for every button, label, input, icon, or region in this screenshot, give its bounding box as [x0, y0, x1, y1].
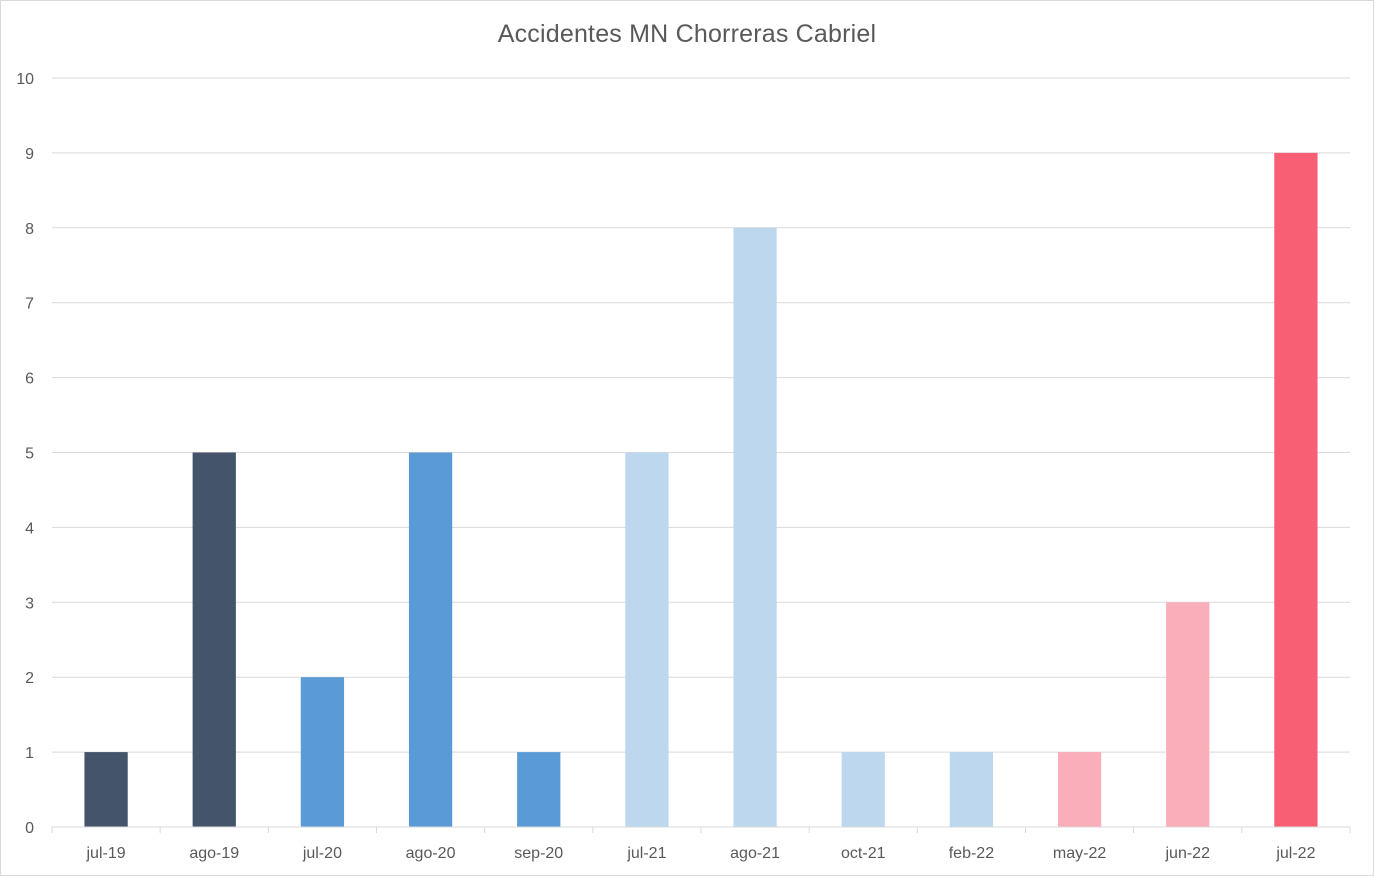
bar-sep-20 [517, 752, 561, 827]
x-tick-label: ago-19 [189, 845, 239, 862]
y-tick-label: 8 [25, 221, 34, 238]
x-tick-label: feb-22 [949, 845, 994, 862]
y-axis-tick-labels: 0 1 2 3 4 5 6 7 8 9 10 [16, 71, 34, 837]
y-tick-label: 0 [25, 820, 34, 837]
bar-jul-21 [625, 452, 669, 827]
bar-jun-22 [1166, 602, 1210, 827]
y-tick-label: 9 [25, 146, 34, 163]
x-tick-label: ago-21 [730, 845, 780, 862]
x-tick-label: jul-20 [302, 845, 342, 862]
x-tick-label: ago-20 [406, 845, 456, 862]
x-tick-label: jul-22 [1275, 845, 1315, 862]
x-axis-tick-labels: jul-19 ago-19 jul-20 ago-20 sep-20 jul-21 ago-… [86, 845, 1316, 862]
x-axis [51, 826, 1351, 833]
bar-may-22 [1057, 752, 1102, 827]
bars [84, 152, 1318, 828]
x-tick-label: may-22 [1053, 845, 1106, 862]
x-tick-label: oct-21 [841, 845, 886, 862]
x-tick-label: jun-22 [1165, 845, 1211, 862]
y-tick-label: 10 [16, 71, 34, 88]
bar-ago-19 [192, 452, 236, 827]
bar-jul-22 [1274, 152, 1318, 827]
y-tick-label: 6 [25, 371, 34, 388]
bar-oct-21 [841, 752, 885, 827]
x-tick-label: sep-20 [514, 845, 563, 862]
y-tick-label: 7 [25, 296, 34, 313]
y-tick-label: 2 [25, 670, 34, 687]
y-tick-label: 5 [25, 446, 34, 463]
x-tick-label: jul-19 [86, 845, 126, 862]
x-tick-label: jul-21 [626, 845, 666, 862]
y-tick-label: 3 [25, 595, 34, 612]
bar-ago-20 [408, 452, 453, 827]
bar-jul-19 [84, 752, 128, 827]
bar-feb-22 [949, 752, 994, 827]
gridlines [52, 77, 1350, 753]
chart-title: Accidentes MN Chorreras Cabriel [497, 20, 877, 48]
y-tick-label: 1 [25, 745, 34, 762]
y-tick-label: 4 [25, 520, 34, 537]
bar-jul-20 [300, 677, 345, 827]
bar-ago-21 [733, 227, 777, 828]
